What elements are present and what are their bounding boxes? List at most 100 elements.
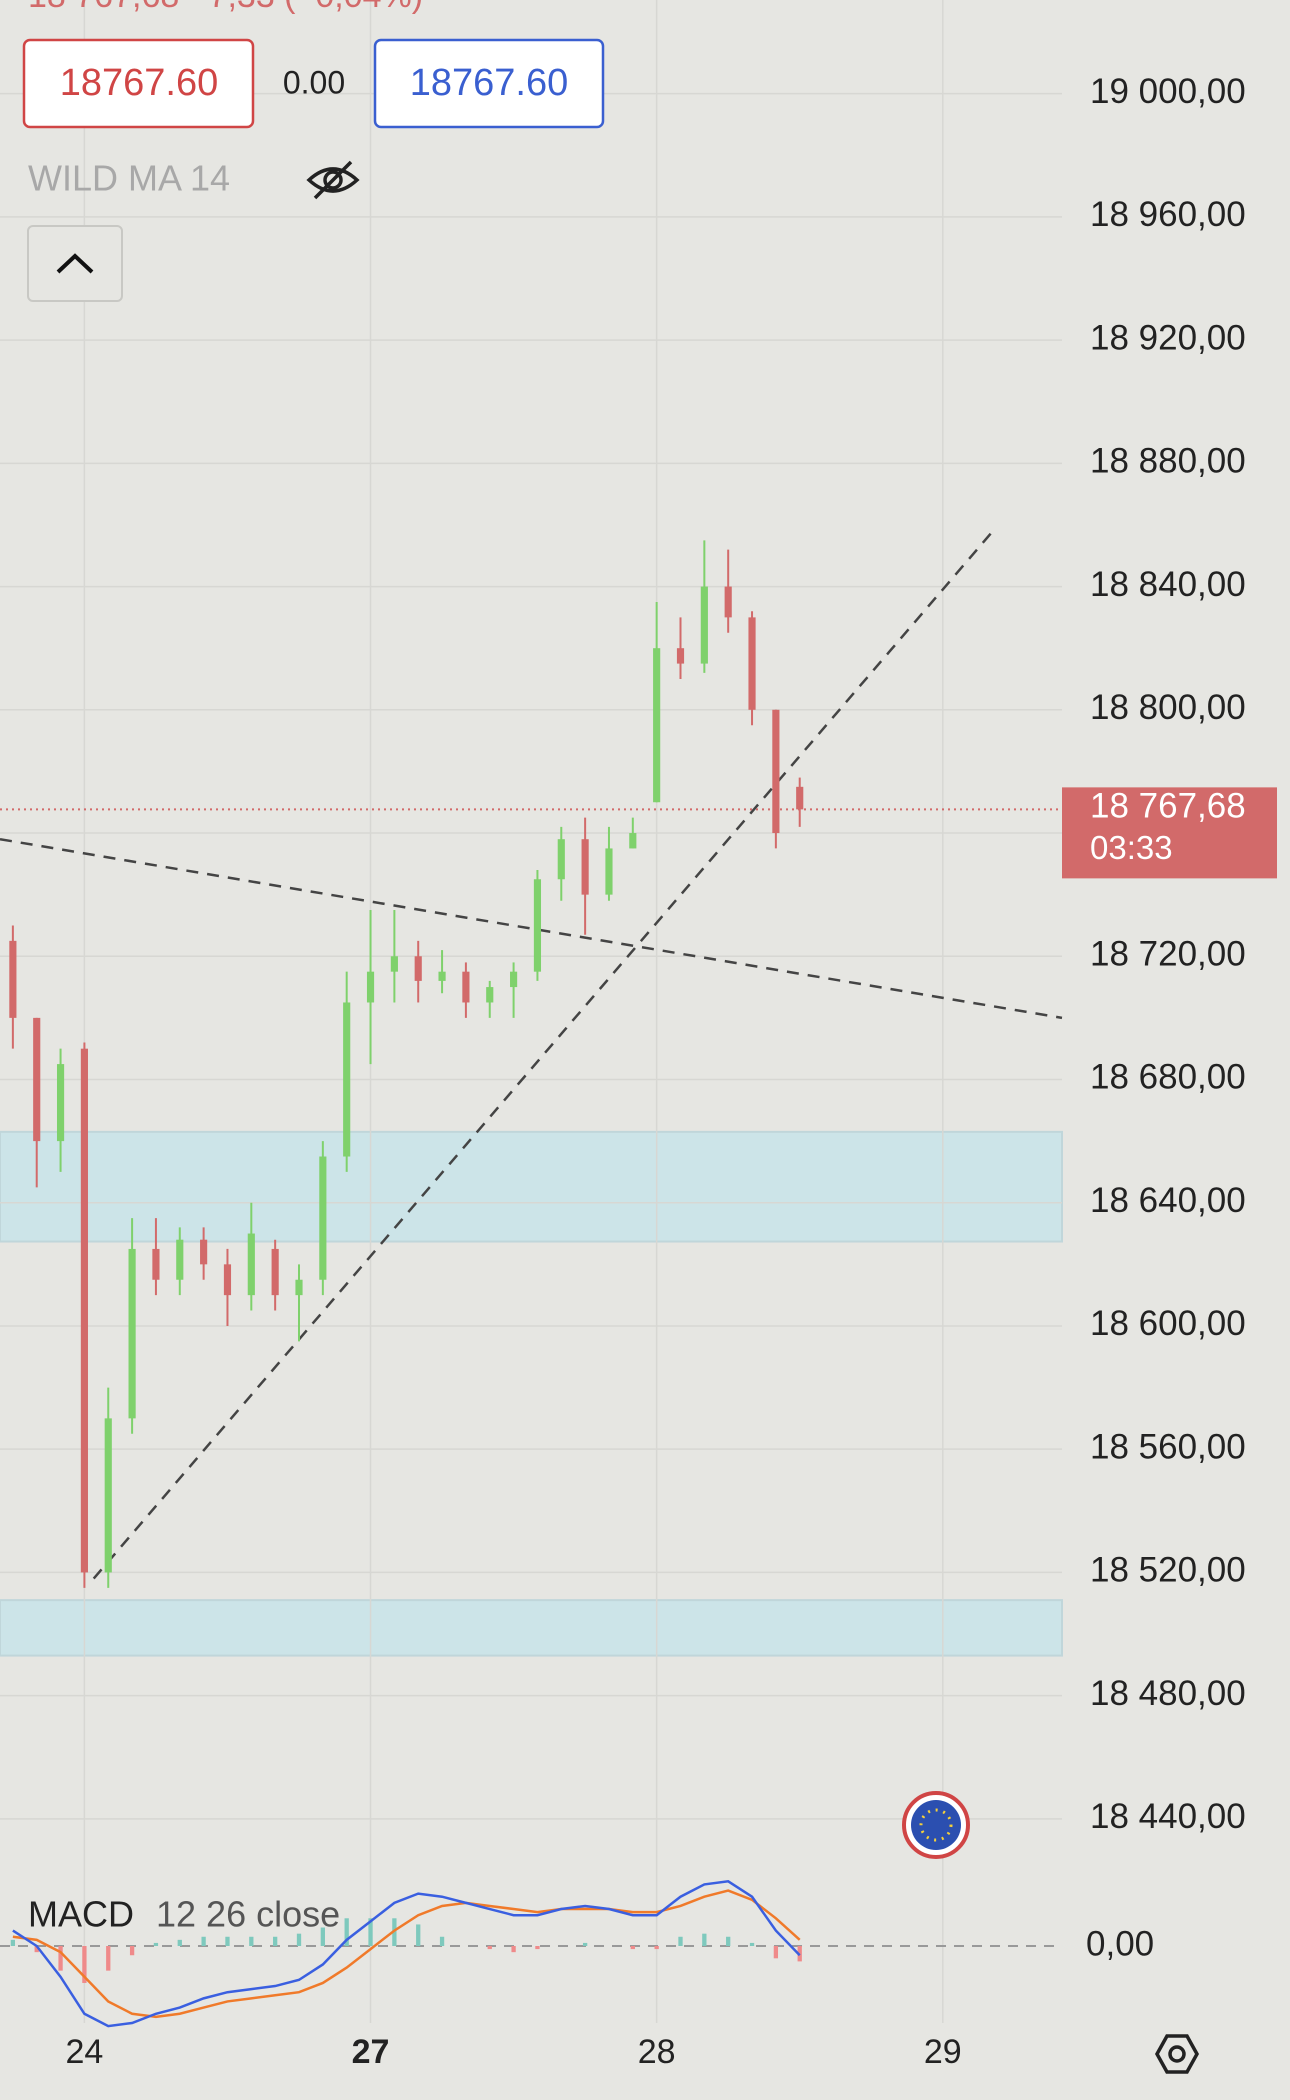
candle-body xyxy=(271,1248,279,1296)
candle-body xyxy=(605,848,613,895)
macd-histogram-bar xyxy=(153,1942,159,1946)
price-tag-time: 03:33 xyxy=(1090,829,1173,866)
indicator-label: WILD MA 14 xyxy=(28,158,230,199)
candle-body xyxy=(414,956,422,981)
candle-body xyxy=(366,971,375,1003)
candle-body xyxy=(581,839,589,895)
macd-histogram-bar xyxy=(439,1936,445,1946)
macd-macd-line xyxy=(12,1880,801,2028)
candle-body xyxy=(319,1156,327,1280)
macd-signal-line xyxy=(12,1889,801,2019)
candle-body xyxy=(343,1002,351,1157)
settings-icon[interactable] xyxy=(1154,2034,1200,2074)
y-tick-label: 18 520,00 xyxy=(1090,1551,1246,1590)
x-tick-label: 27 xyxy=(352,2033,390,2071)
macd-histogram-bar xyxy=(487,1946,492,1950)
candle-body xyxy=(510,971,518,988)
macd-histogram-bar xyxy=(678,1936,683,1946)
macd-histogram-bar xyxy=(106,1946,111,1971)
y-tick-label: 18 560,00 xyxy=(1090,1427,1246,1466)
candle-body xyxy=(700,586,708,664)
bid-price: 18767.60 xyxy=(60,62,219,104)
macd-histogram-bar xyxy=(82,1946,87,1983)
macd-histogram-bar xyxy=(10,1939,16,1946)
macd-histogram-bar xyxy=(535,1946,540,1950)
y-tick-label: 18 600,00 xyxy=(1090,1304,1246,1343)
plot-area xyxy=(0,0,1063,2028)
y-tick-label: 18 440,00 xyxy=(1090,1797,1246,1836)
eu-event-icon[interactable] xyxy=(902,1791,970,1859)
x-tick-label: 24 xyxy=(65,2033,103,2071)
y-tick-label: 18 640,00 xyxy=(1090,1181,1246,1220)
candle-body xyxy=(486,987,494,1003)
macd-histogram-bar xyxy=(320,1927,325,1946)
y-tick-label: 18 680,00 xyxy=(1090,1058,1246,1097)
hide-icon[interactable] xyxy=(306,160,360,200)
candle-body xyxy=(9,940,17,1018)
trendline xyxy=(0,837,1063,1020)
candle-body xyxy=(247,1233,255,1296)
candle-body xyxy=(438,971,446,981)
quote: 18 767,68 −7,33 (−0,04%) xyxy=(28,0,423,15)
y-tick-label: 18 960,00 xyxy=(1090,195,1246,234)
macd-histogram-bar xyxy=(582,1942,588,1946)
candle-body xyxy=(104,1418,112,1573)
candle-body xyxy=(557,839,565,880)
y-tick-label: 18 920,00 xyxy=(1090,318,1246,357)
ask-price: 18767.60 xyxy=(410,62,569,104)
spread: 0.00 xyxy=(283,64,345,100)
macd-histogram-bar xyxy=(702,1933,707,1946)
zone xyxy=(0,1599,1063,1657)
macd-histogram-bar xyxy=(225,1936,230,1946)
macd-histogram-bar xyxy=(773,1946,779,1959)
candle-body xyxy=(772,709,780,834)
y-tick-label: 18 840,00 xyxy=(1090,565,1246,604)
x-tick-label: 28 xyxy=(638,2033,676,2071)
macd-histogram-bar xyxy=(344,1918,349,1946)
price-tag-label: 18 767,68 xyxy=(1090,787,1246,826)
macd-histogram-bar xyxy=(630,1946,635,1950)
candle-body xyxy=(152,1248,160,1280)
collapse-icon xyxy=(56,253,94,274)
macd-params: 12 26 close xyxy=(156,1894,340,1935)
bid-button[interactable] xyxy=(22,38,255,129)
macd-histogram-bar xyxy=(273,1936,278,1946)
macd-histogram-bar xyxy=(749,1942,755,1946)
candle-body xyxy=(748,617,756,710)
candle-body xyxy=(128,1248,136,1419)
macd-zero-label: 0,00 xyxy=(1086,1924,1154,1963)
macd-histogram-bar xyxy=(177,1939,182,1946)
y-tick-label: 18 800,00 xyxy=(1090,688,1246,727)
macd-histogram-bar xyxy=(511,1946,516,1953)
x-tick-label: 29 xyxy=(924,2033,962,2071)
trendline xyxy=(92,530,994,1580)
macd-histogram-bar xyxy=(34,1946,39,1953)
candle-body xyxy=(724,586,732,618)
macd-histogram-bar xyxy=(129,1946,135,1956)
collapse-button[interactable] xyxy=(27,225,123,302)
candle-body xyxy=(390,956,398,972)
candle-body xyxy=(176,1239,184,1280)
candle-body xyxy=(56,1064,65,1142)
candle-body xyxy=(629,833,637,849)
candle-body xyxy=(200,1239,208,1265)
candle-body xyxy=(80,1048,88,1573)
macd-title: MACD xyxy=(28,1894,134,1935)
macd-histogram-bar xyxy=(416,1924,421,1946)
candle-body xyxy=(653,648,661,803)
macd-histogram-bar xyxy=(368,1918,373,1946)
candle-body xyxy=(796,786,804,810)
ask-button[interactable] xyxy=(373,38,605,129)
macd-histogram-bar xyxy=(654,1946,659,1950)
candle-body xyxy=(295,1279,303,1296)
y-tick-label: 18 720,00 xyxy=(1090,935,1246,974)
macd-histogram-bar xyxy=(296,1933,302,1946)
macd-histogram-bar xyxy=(249,1936,254,1946)
price-tag xyxy=(1062,787,1277,879)
macd-histogram-bar xyxy=(58,1946,63,1971)
macd-histogram-bar xyxy=(201,1936,206,1946)
zone xyxy=(0,1130,1063,1243)
candle-body xyxy=(462,971,470,1003)
